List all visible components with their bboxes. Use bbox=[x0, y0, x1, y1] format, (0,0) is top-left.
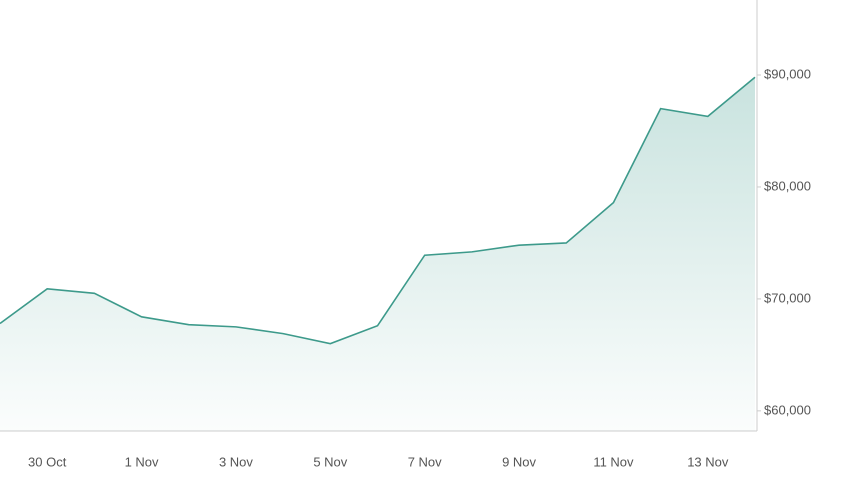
x-tick-label: 13 Nov bbox=[687, 454, 729, 469]
y-tick-label: $90,000 bbox=[764, 66, 811, 81]
x-tick-label: 11 Nov bbox=[593, 454, 634, 469]
y-tick-label: $70,000 bbox=[764, 290, 811, 305]
x-tick-label: 7 Nov bbox=[408, 454, 442, 469]
x-tick-label: 30 Oct bbox=[28, 454, 67, 469]
y-tick-label: $60,000 bbox=[764, 402, 811, 417]
x-tick-label: 5 Nov bbox=[313, 454, 347, 469]
x-tick-label: 9 Nov bbox=[502, 454, 536, 469]
x-tick-label: 1 Nov bbox=[125, 454, 159, 469]
area-fill bbox=[0, 77, 755, 432]
y-tick-label: $80,000 bbox=[764, 178, 811, 193]
x-tick-label: 3 Nov bbox=[219, 454, 253, 469]
price-line bbox=[0, 76, 756, 345]
